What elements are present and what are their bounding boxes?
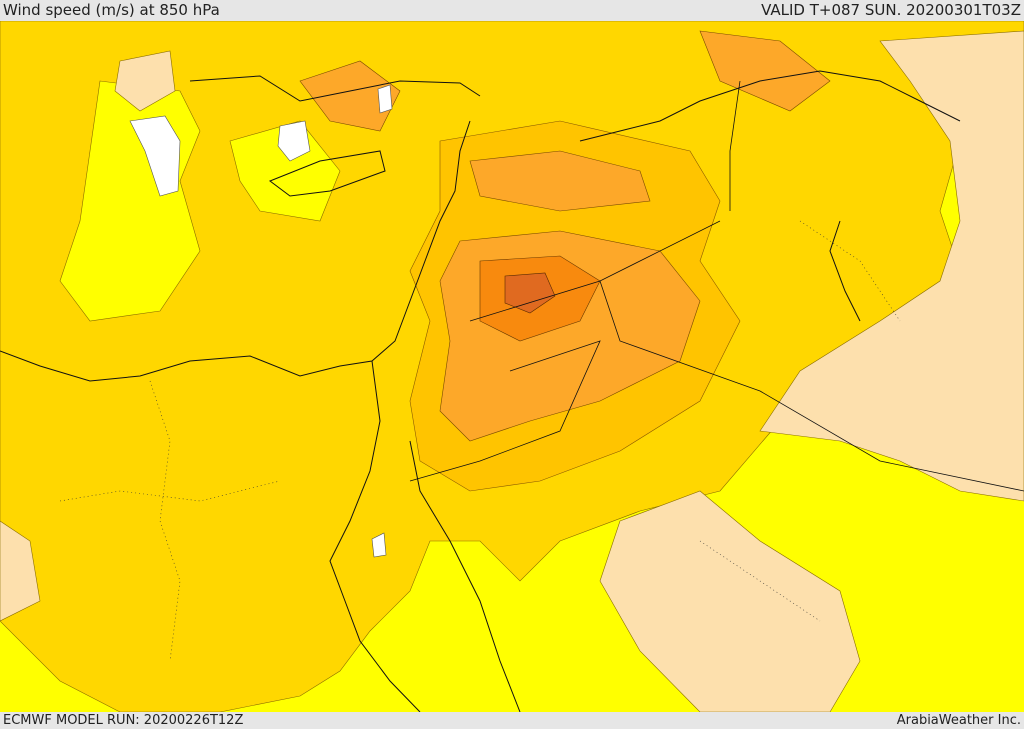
field-calm-3	[377, 84, 393, 114]
borders	[409, 80, 1024, 492]
credit: ArabiaWeather Inc.	[896, 713, 1021, 728]
field-peak	[504, 272, 556, 314]
model-run: ECMWF MODEL RUN: 20200226T12Z	[3, 713, 244, 728]
coastlines	[0, 70, 961, 712]
field-calm-4	[371, 532, 387, 558]
footer-bar: ECMWF MODEL RUN: 20200226T12Z ArabiaWeat…	[0, 712, 1024, 729]
field-strong-ne	[699, 30, 831, 112]
field-light-east-med	[229, 120, 341, 222]
field-weak-tan-south	[599, 490, 861, 712]
header-bar: Wind speed (m/s) at 850 hPa VALID T+087 …	[0, 0, 1024, 21]
wind-speed-map[interactable]	[0, 21, 1024, 712]
field-strong-north	[299, 60, 401, 132]
field-weak-tan-east	[759, 30, 1024, 502]
field-weak-tan-nw	[114, 50, 176, 112]
map-title: Wind speed (m/s) at 850 hPa	[3, 1, 220, 19]
field-weak-tan-west	[0, 520, 41, 622]
field-strong-north-2	[469, 150, 651, 212]
field-calm-1	[129, 115, 181, 197]
internal-borders	[59, 220, 901, 662]
valid-time: VALID T+087 SUN. 20200301T03Z	[761, 1, 1021, 19]
field-calm-2	[277, 120, 311, 162]
